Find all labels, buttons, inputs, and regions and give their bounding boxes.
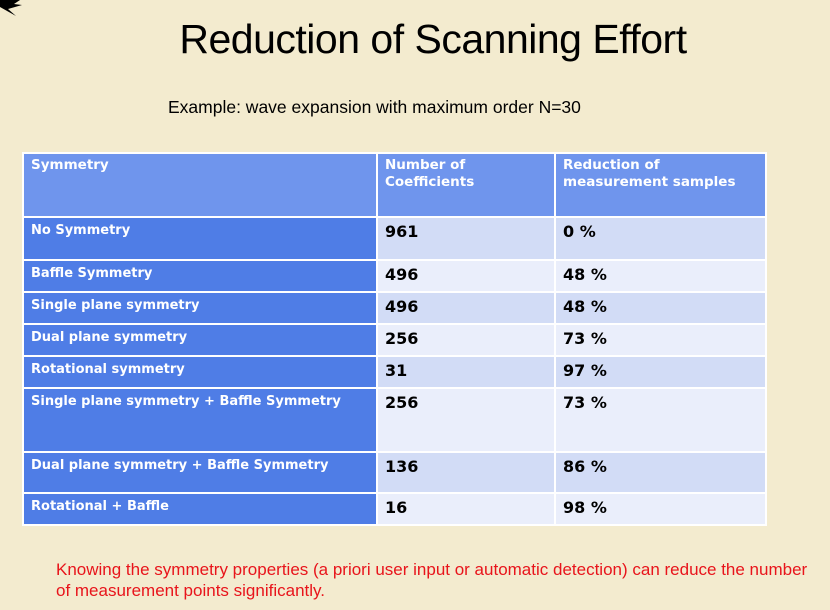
table-row: Dual plane symmetry + Baffle Symmetry 13… (22, 451, 767, 494)
symmetry-cell: No Symmetry (22, 216, 378, 261)
symmetry-cell: Dual plane symmetry (22, 323, 378, 357)
reduction-cell: 48 % (554, 259, 767, 293)
reduction-cell: 73 % (554, 387, 767, 453)
reduction-cell: 97 % (554, 355, 767, 389)
table-row: Dual plane symmetry 256 73 % (22, 323, 767, 357)
coefficients-cell: 961 (376, 216, 556, 261)
slide-corner-arrow-icon (0, 0, 22, 16)
symmetry-cell: Single plane symmetry + Baffle Symmetry (22, 387, 378, 453)
table-row: Rotational + Baffle 16 98 % (22, 492, 767, 526)
reduction-cell: 48 % (554, 291, 767, 325)
symmetry-cell: Single plane symmetry (22, 291, 378, 325)
coefficients-cell: 31 (376, 355, 556, 389)
header-symmetry: Symmetry (22, 152, 378, 218)
table-row: Single plane symmetry + Baffle Symmetry … (22, 387, 767, 453)
table-row: Rotational symmetry 31 97 % (22, 355, 767, 389)
table-row: Single plane symmetry 496 48 % (22, 291, 767, 325)
symmetry-cell: Baffle Symmetry (22, 259, 378, 293)
coefficients-cell: 16 (376, 492, 556, 526)
coefficients-cell: 496 (376, 291, 556, 325)
table-header-row: Symmetry Number of Coefficients Reductio… (22, 152, 767, 218)
symmetry-cell: Rotational + Baffle (22, 492, 378, 526)
reduction-cell: 73 % (554, 323, 767, 357)
table-row: Baffle Symmetry 496 48 % (22, 259, 767, 293)
reduction-cell: 86 % (554, 451, 767, 494)
symmetry-cell: Dual plane symmetry + Baffle Symmetry (22, 451, 378, 494)
table-row: No Symmetry 961 0 % (22, 216, 767, 261)
reduction-cell: 0 % (554, 216, 767, 261)
summary-note: Knowing the symmetry properties (a prior… (56, 560, 808, 600)
slide-subtitle: Example: wave expansion with maximum ord… (168, 97, 581, 117)
coefficients-cell: 256 (376, 387, 556, 453)
coefficients-cell: 136 (376, 451, 556, 494)
slide-title: Reduction of Scanning Effort (179, 16, 687, 62)
reduction-cell: 98 % (554, 492, 767, 526)
symmetry-cell: Rotational symmetry (22, 355, 378, 389)
header-coefficients: Number of Coefficients (376, 152, 556, 218)
coefficients-cell: 256 (376, 323, 556, 357)
header-reduction: Reduction of measurement samples (554, 152, 767, 218)
symmetry-table: Symmetry Number of Coefficients Reductio… (22, 152, 767, 526)
coefficients-cell: 496 (376, 259, 556, 293)
